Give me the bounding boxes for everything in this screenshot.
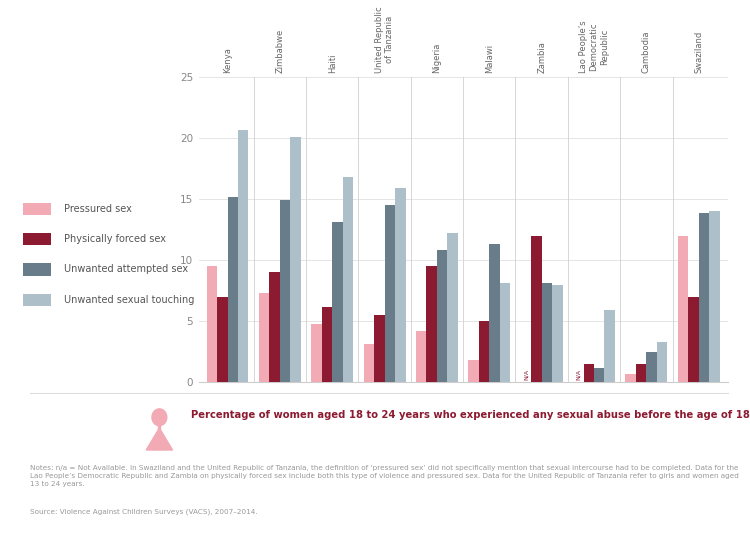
Bar: [374, 315, 385, 382]
Text: Unwanted attempted sex: Unwanted attempted sex: [64, 265, 188, 274]
Bar: [584, 364, 594, 382]
Text: Unwanted sexual touching: Unwanted sexual touching: [64, 295, 194, 305]
Bar: [280, 200, 290, 382]
Bar: [364, 344, 374, 382]
Text: N/A: N/A: [524, 368, 529, 380]
Bar: [594, 367, 604, 382]
Bar: [227, 197, 238, 382]
Bar: [699, 212, 709, 382]
Bar: [678, 236, 688, 382]
Polygon shape: [146, 428, 172, 450]
Bar: [478, 321, 489, 382]
Bar: [542, 283, 552, 382]
Bar: [311, 323, 322, 382]
Bar: [626, 373, 636, 382]
Text: Notes: n/a = Not Available. In Swaziland and the United Republic of Tanzania, th: Notes: n/a = Not Available. In Swaziland…: [30, 465, 739, 487]
Bar: [448, 233, 458, 382]
Text: N/A: N/A: [576, 368, 580, 380]
Bar: [322, 306, 332, 382]
Text: Pressured sex: Pressured sex: [64, 204, 132, 214]
Bar: [552, 284, 562, 382]
Text: Percentage of women aged 18 to 24 years who experienced any sexual abuse before : Percentage of women aged 18 to 24 years …: [191, 410, 750, 420]
Bar: [416, 331, 427, 382]
Bar: [489, 244, 500, 382]
Bar: [217, 297, 227, 382]
Bar: [343, 177, 353, 382]
Bar: [395, 188, 406, 382]
Bar: [604, 310, 615, 382]
Bar: [259, 293, 269, 382]
Bar: [385, 205, 395, 382]
Text: Physically forced sex: Physically forced sex: [64, 234, 166, 244]
Bar: [332, 222, 343, 382]
Bar: [646, 352, 657, 382]
Bar: [636, 364, 646, 382]
Bar: [531, 236, 542, 382]
Circle shape: [152, 409, 166, 426]
Bar: [688, 297, 699, 382]
Bar: [468, 360, 478, 382]
Bar: [437, 250, 448, 382]
Bar: [290, 137, 301, 382]
Text: Source: Violence Against Children Surveys (VACS), 2007–2014.: Source: Violence Against Children Survey…: [30, 509, 258, 515]
Bar: [206, 266, 217, 382]
Bar: [238, 129, 248, 382]
Bar: [710, 211, 720, 382]
Bar: [427, 266, 437, 382]
Bar: [500, 283, 510, 382]
Bar: [657, 342, 668, 382]
Bar: [269, 272, 280, 382]
